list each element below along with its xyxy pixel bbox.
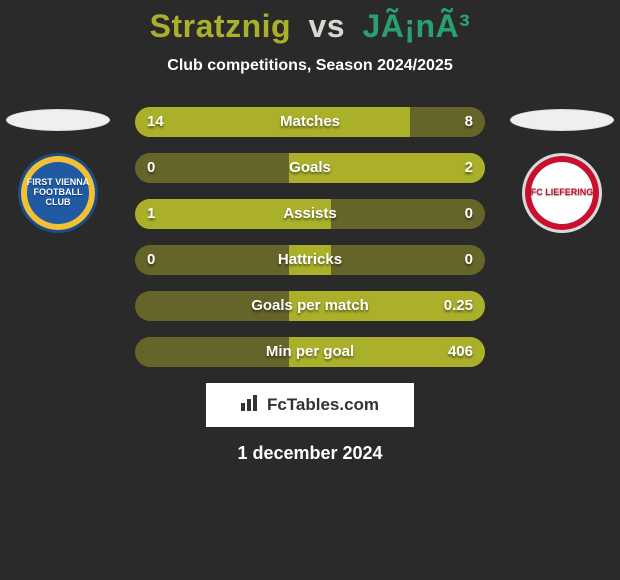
stat-rows: 148Matches 02Goals 10Assists 00Hattricks 0.2…: [135, 107, 485, 367]
team-left-column: FIRST VIENNA FOOTBALL CLUB: [8, 107, 108, 233]
stat-label: Goals per match: [135, 291, 485, 321]
subtitle: Club competitions, Season 2024/2025: [0, 57, 620, 75]
watermark-text: FcTables.com: [267, 395, 379, 415]
comparison-panel: FIRST VIENNA FOOTBALL CLUB FC LIEFERING …: [0, 107, 620, 367]
title-vs: vs: [308, 8, 345, 44]
date-label: 1 december 2024: [0, 443, 620, 464]
stat-label: Min per goal: [135, 337, 485, 367]
chart-icon: [241, 395, 261, 416]
stat-label: Goals: [135, 153, 485, 183]
watermark: FcTables.com: [206, 383, 414, 427]
team-crest-left-text: FIRST VIENNA FOOTBALL CLUB: [21, 178, 95, 208]
stat-row: 02Goals: [135, 153, 485, 183]
stat-label: Hattricks: [135, 245, 485, 275]
avatar-platform-left: [6, 109, 110, 131]
stat-row: 00Hattricks: [135, 245, 485, 275]
stat-label: Assists: [135, 199, 485, 229]
title-player-left: Stratznig: [150, 8, 291, 44]
team-crest-right: FC LIEFERING: [522, 153, 602, 233]
team-crest-right-text: FC LIEFERING: [531, 188, 594, 198]
stat-row: 148Matches: [135, 107, 485, 137]
stat-row: 10Assists: [135, 199, 485, 229]
stat-row: 0.25Goals per match: [135, 291, 485, 321]
page-title: Stratznig vs JÃ¡nÃ³: [0, 0, 620, 45]
stat-row: 406Min per goal: [135, 337, 485, 367]
title-player-right: JÃ¡nÃ³: [362, 8, 470, 44]
team-crest-left: FIRST VIENNA FOOTBALL CLUB: [18, 153, 98, 233]
avatar-platform-right: [510, 109, 614, 131]
team-right-column: FC LIEFERING: [512, 107, 612, 233]
stat-label: Matches: [135, 107, 485, 137]
